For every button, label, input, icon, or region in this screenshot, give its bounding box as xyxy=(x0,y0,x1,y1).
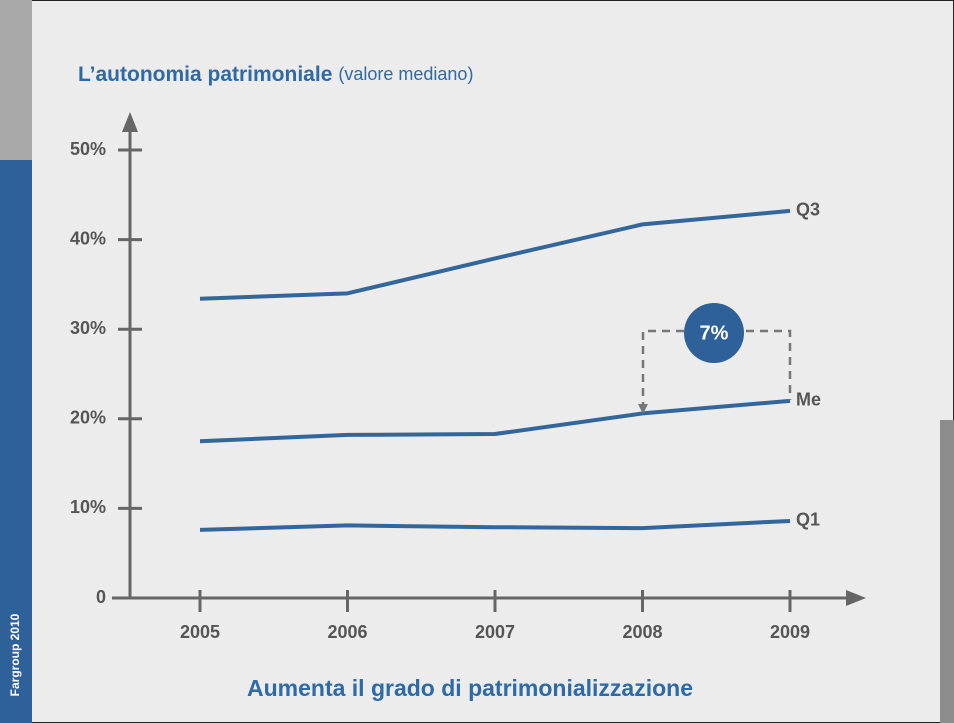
y-tick-label: 50% xyxy=(70,139,106,159)
side-strip xyxy=(0,160,32,723)
x-tick-label: 2007 xyxy=(475,622,515,642)
plot: 0 10% 20% 30% 40% 50% 2005 2006 2007 2008 2009 Q3 Me… xyxy=(70,139,821,642)
y-tick-label: 10% xyxy=(70,497,106,517)
x-tick-label: 2006 xyxy=(327,622,367,642)
series-label: Q1 xyxy=(796,510,820,530)
x-tick-label: 2009 xyxy=(770,622,810,642)
bracket-arrow xyxy=(638,404,648,414)
title-sub: (valore mediano) xyxy=(338,64,473,84)
side-label: Fargroup 2010 xyxy=(8,613,22,696)
series-label: Q3 xyxy=(796,200,820,220)
caption: Aumenta il grado di patrimonializzazione xyxy=(247,675,693,701)
y-tick-label: 40% xyxy=(70,228,106,248)
annotation-badge xyxy=(684,303,744,363)
y-tick-label: 30% xyxy=(70,318,106,338)
annotation: 7% xyxy=(700,322,729,344)
x-tick-label: 2008 xyxy=(622,622,662,642)
series-line xyxy=(199,398,791,444)
title-main: L’autonomia patrimoniale xyxy=(78,63,332,86)
y-arrow xyxy=(122,112,138,132)
right-strip xyxy=(940,420,954,723)
x-arrow xyxy=(846,590,866,606)
x-tick-label: 2005 xyxy=(180,622,220,642)
side-strip-top xyxy=(0,0,32,160)
y-tick-label: 0 xyxy=(96,587,106,607)
series-line xyxy=(199,518,791,532)
y-tick-label: 20% xyxy=(70,408,106,428)
chart-title: L’autonomia patrimoniale (valore mediano) xyxy=(78,63,473,86)
series-line xyxy=(199,208,791,301)
series-label: Me xyxy=(796,390,821,410)
